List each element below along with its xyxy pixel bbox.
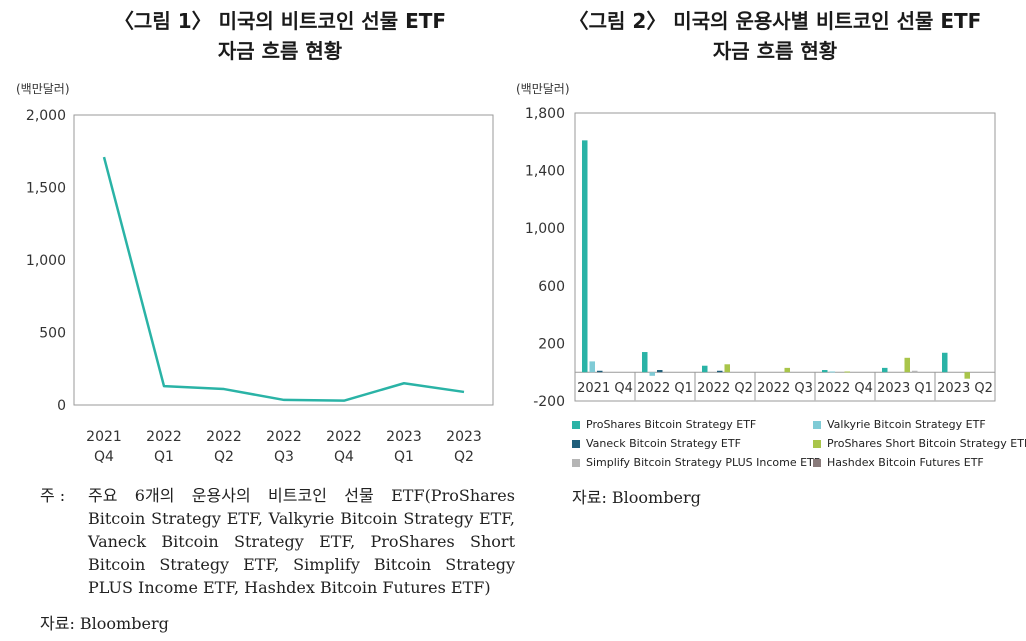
- y-tick-label: 2,000: [26, 108, 66, 124]
- y-tick-label: -200: [533, 394, 565, 410]
- figure1-note-text: 주요 6개의 운용사의 비트코인 선물 ETF(ProShares Bitcoi…: [88, 486, 515, 597]
- y-tick-label: 500: [39, 326, 66, 342]
- x-tick-label: Q1: [394, 449, 414, 465]
- bar: [717, 370, 723, 373]
- figure1-source: 자료: Bloomberg: [40, 614, 169, 633]
- x-tick-label: 2022: [266, 429, 302, 445]
- x-tick-label: 2022: [206, 429, 242, 445]
- bar: [904, 357, 910, 373]
- bar: [829, 371, 835, 373]
- x-tick-label: Q1: [154, 449, 174, 465]
- bar: [942, 352, 948, 373]
- bar: [649, 372, 655, 376]
- bar: [582, 140, 588, 373]
- x-tick-label: Q4: [334, 449, 354, 465]
- x-tick-label: 2023: [446, 429, 482, 445]
- legend-label: ProShares Bitcoin Strategy ETF: [586, 418, 757, 431]
- legend-swatch: [813, 459, 821, 467]
- bar: [964, 372, 970, 379]
- bar: [822, 370, 828, 373]
- x-tick-label: 2023 Q2: [937, 381, 993, 396]
- legend-swatch: [572, 459, 580, 467]
- y-tick-label: 0: [57, 398, 66, 414]
- x-tick-label: 2022 Q3: [757, 381, 813, 396]
- figure2-source: 자료: Bloomberg: [572, 488, 701, 507]
- legend-item: Simplify Bitcoin Strategy PLUS Income ET…: [572, 456, 820, 469]
- legend-label: ProShares Short Bitcoin Strategy ETF: [827, 437, 1026, 450]
- bar: [642, 352, 648, 373]
- x-tick-label: 2022 Q2: [697, 381, 753, 396]
- y-tick-label: 1,800: [525, 106, 565, 122]
- legend-item: ProShares Bitcoin Strategy ETF: [572, 418, 756, 431]
- figure2-title: 〈그림 2〉 미국의 운용사별 비트코인 선물 ETF 자금 흐름 현황: [540, 6, 1010, 66]
- legend-item: ProShares Short Bitcoin Strategy ETF: [813, 437, 1026, 450]
- x-tick-label: 2023 Q1: [877, 381, 933, 396]
- y-tick-label: 1,000: [26, 253, 66, 269]
- legend-swatch: [813, 421, 821, 429]
- figure1-title-line1: 〈그림 1〉 미국의 비트코인 선물 ETF: [113, 9, 447, 33]
- y-tick-label: 1,000: [525, 221, 565, 237]
- x-tick-label: 2022 Q4: [817, 381, 873, 396]
- figure1-note-label: 주 :: [40, 486, 66, 505]
- x-tick-label: Q4: [94, 449, 114, 465]
- bar: [589, 361, 595, 373]
- figure1-unit-label: (백만달러): [16, 82, 70, 96]
- x-tick-label: Q2: [214, 449, 234, 465]
- x-tick-label: 2022 Q1: [637, 381, 693, 396]
- legend-label: Hashdex Bitcoin Futures ETF: [827, 456, 984, 469]
- bar: [724, 364, 730, 373]
- bar: [912, 370, 918, 373]
- figure2-unit-label: (백만달러): [516, 82, 570, 96]
- bar: [844, 371, 850, 373]
- legend-item: Valkyrie Bitcoin Strategy ETF: [813, 418, 986, 431]
- y-tick-label: 1,400: [525, 164, 565, 180]
- x-tick-label: 2022: [146, 429, 182, 445]
- bar: [882, 367, 888, 373]
- figure2-title-line1: 〈그림 2〉 미국의 운용사별 비트코인 선물 ETF: [568, 9, 982, 33]
- legend-label: Simplify Bitcoin Strategy PLUS Income ET…: [586, 456, 821, 469]
- x-tick-label: Q3: [274, 449, 294, 465]
- y-tick-label: 600: [538, 279, 565, 295]
- legend-swatch: [572, 440, 580, 448]
- legend-label: Vaneck Bitcoin Strategy ETF: [586, 437, 741, 450]
- bar: [657, 370, 663, 373]
- bar: [702, 365, 708, 373]
- x-tick-label: 2022: [326, 429, 362, 445]
- figure2-title-line2: 자금 흐름 현황: [712, 39, 838, 63]
- bar: [784, 367, 790, 373]
- legend-swatch: [572, 421, 580, 429]
- x-tick-label: 2021: [86, 429, 122, 445]
- x-tick-label: Q2: [454, 449, 474, 465]
- legend-item: Vaneck Bitcoin Strategy ETF: [572, 437, 741, 450]
- y-tick-label: 200: [538, 336, 565, 352]
- legend-swatch: [813, 440, 821, 448]
- x-tick-label: 2023: [386, 429, 422, 445]
- plot-area-frame: [73, 114, 494, 406]
- bar: [597, 370, 603, 373]
- legend-item: Hashdex Bitcoin Futures ETF: [813, 456, 984, 469]
- y-tick-label: 1,500: [26, 181, 66, 197]
- plot-area-frame: [574, 112, 996, 402]
- figure1-title: 〈그림 1〉 미국의 비트코인 선물 ETF 자금 흐름 현황: [40, 6, 520, 66]
- figure1-title-line2: 자금 흐름 현황: [217, 39, 343, 63]
- legend-label: Valkyrie Bitcoin Strategy ETF: [827, 418, 986, 431]
- x-tick-label: 2021 Q4: [577, 381, 633, 396]
